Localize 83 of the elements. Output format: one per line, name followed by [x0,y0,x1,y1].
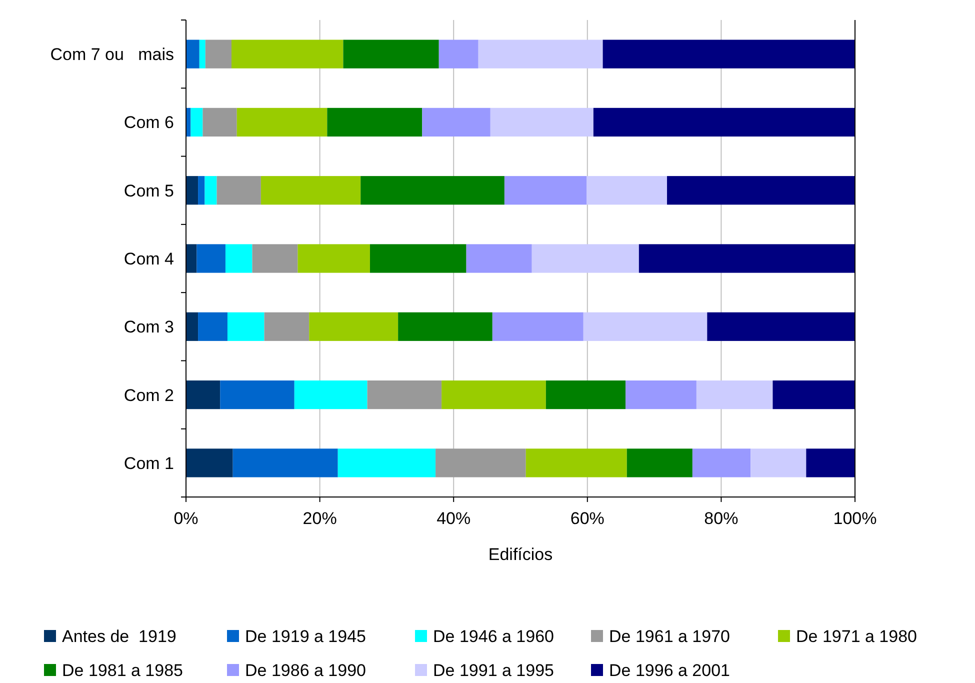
legend-label: De 1961 a 1970 [609,627,730,646]
bar [186,380,220,410]
bar [231,40,344,68]
bar [707,312,855,341]
bar [398,312,492,341]
bar [492,312,584,341]
bar [186,176,198,205]
bar [667,176,855,205]
bar [199,40,206,68]
bar [205,40,232,68]
bar [202,108,237,137]
x-tick-label: 40% [436,509,471,528]
bar [260,176,361,205]
bar [638,244,855,273]
bar [309,312,398,341]
bar [466,244,532,273]
bar [227,312,264,341]
bar [626,448,692,478]
bar [186,312,198,341]
bar [186,448,233,478]
bar [338,448,436,478]
bar [442,380,546,410]
bar [343,40,439,68]
bar [806,448,855,478]
bar [236,108,328,137]
y-tick-label: Com 1 [124,454,174,473]
bar [186,40,200,68]
bar [602,40,855,68]
x-tick-label: 60% [570,509,604,528]
bar [436,448,526,478]
bar [190,108,203,137]
x-tick-label: 20% [302,509,337,528]
bar [696,380,773,410]
bar [692,448,751,478]
y-tick-label: Com 3 [124,318,174,337]
bar [586,176,668,205]
legend-label: De 1981 a 1985 [62,661,183,680]
bar [294,380,368,410]
bar [298,244,370,273]
bar [490,108,594,137]
x-tick-label: 100% [833,509,877,528]
bar [532,244,639,273]
x-tick-label: 0% [174,509,198,528]
y-tick-label: Com 6 [124,113,174,132]
bar [504,176,587,205]
x-tick-label: 80% [704,509,738,528]
bar [252,244,298,273]
bar [204,176,217,205]
bar [583,312,708,341]
legend-label: De 1991 a 1995 [433,661,554,680]
legend-label: De 1971 a 1980 [796,627,917,646]
bar [198,176,205,205]
y-tick-label: Com 4 [124,250,174,268]
bar [225,244,252,273]
legend-label: Antes de 1919 [62,627,176,646]
x-axis-title: Edifícios [488,545,553,564]
bar [750,448,806,478]
bar [772,380,855,410]
bar [216,176,261,205]
bar [360,176,504,205]
bar [264,312,310,341]
y-tick-label: Com 7 ou mais [50,45,174,64]
y-tick-label: Com 5 [124,181,174,200]
bar [220,380,294,410]
bar [196,244,226,273]
legend-label: De 1996 a 2001 [609,661,730,680]
bar [626,380,696,410]
bar [198,312,228,341]
bar [367,380,442,410]
y-tick-label: Com 2 [124,386,174,405]
bar [327,108,422,137]
legend-label: De 1919 a 1945 [245,627,366,646]
bar [370,244,466,273]
bar [232,448,338,478]
bar [422,108,490,137]
bar [546,380,626,410]
bar [438,40,478,68]
bar [186,244,197,273]
legend-label: De 1986 a 1990 [245,661,366,680]
legend-label: De 1946 a 1960 [433,627,554,646]
bar [593,108,855,137]
bar [478,40,603,68]
bar [526,448,627,478]
